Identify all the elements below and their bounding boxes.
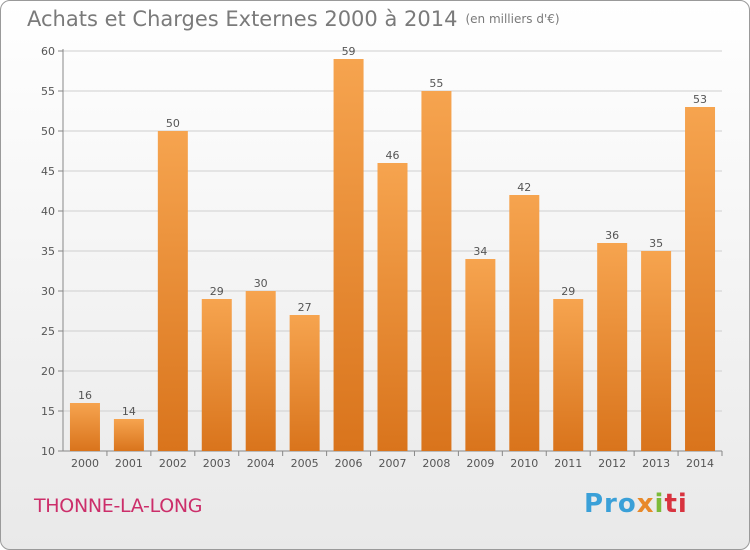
logo-part-4: ti: [664, 489, 688, 519]
x-tick-label-2007: 2007: [379, 457, 407, 470]
bar-2011: [553, 299, 584, 451]
y-tick-label: 25: [41, 325, 55, 338]
y-tick-label: 55: [41, 85, 55, 98]
logo-part-2: x: [636, 489, 655, 519]
x-tick-label-2013: 2013: [642, 457, 670, 470]
bar-2003: [201, 299, 232, 451]
value-label-2000: 16: [78, 389, 92, 402]
bar-2012: [597, 243, 628, 451]
value-label-2004: 30: [254, 277, 268, 290]
x-tick-labels: 2000 2001 2002 2003 2004 2005 2006 2007 2008 2009…: [71, 457, 714, 470]
value-label-2014: 53: [693, 93, 707, 106]
data-labels: 16 14 50 29 30 27 59 46 55 34 42 29 36 35 53: [78, 45, 707, 418]
x-tick-label-2014: 2014: [686, 457, 714, 470]
bar-2009: [465, 259, 496, 451]
value-label-2003: 29: [210, 285, 224, 298]
bar-2005: [289, 315, 320, 451]
bar-2007: [377, 163, 408, 451]
location-name: THONNE-LA-LONG: [34, 495, 203, 517]
chart-title-line: Achats et Charges Externes 2000 à 2014 (e…: [27, 7, 560, 31]
y-tick-label: 20: [41, 365, 55, 378]
x-tick-label-2002: 2002: [159, 457, 187, 470]
y-tick-label: 60: [41, 45, 55, 58]
bar-2010: [509, 195, 540, 451]
y-tick-label: 15: [41, 405, 55, 418]
bar-2006: [333, 59, 364, 451]
x-tick-label-2012: 2012: [598, 457, 626, 470]
x-tick-label-2003: 2003: [203, 457, 231, 470]
bars: [69, 59, 716, 451]
y-tick-label: 30: [41, 285, 55, 298]
chart-title: Achats et Charges Externes 2000 à 2014: [27, 7, 458, 31]
chart-subtitle: (en milliers d'€): [465, 12, 560, 26]
value-label-2011: 29: [561, 285, 575, 298]
value-label-2008: 55: [429, 77, 443, 90]
value-label-2002: 50: [166, 117, 180, 130]
y-tick-label: 35: [41, 245, 55, 258]
y-tick-label: 50: [41, 125, 55, 138]
x-tick-label-2006: 2006: [335, 457, 363, 470]
x-tick-label-2000: 2000: [71, 457, 99, 470]
value-label-2013: 35: [649, 237, 663, 250]
bar-2001: [113, 419, 144, 451]
x-tick-label-2010: 2010: [510, 457, 538, 470]
bar-2002: [157, 131, 188, 451]
value-label-2007: 46: [386, 149, 400, 162]
logo-part-3: i: [654, 489, 665, 519]
value-label-2006: 59: [342, 45, 356, 58]
y-tick-label: 45: [41, 165, 55, 178]
x-tick-label-2004: 2004: [247, 457, 275, 470]
logo-part-1: Pro: [584, 489, 637, 519]
value-label-2012: 36: [605, 229, 619, 242]
value-label-2010: 42: [517, 181, 531, 194]
bar-2013: [641, 251, 672, 451]
bar-2014: [685, 107, 716, 451]
x-tick-label-2001: 2001: [115, 457, 143, 470]
y-tick-label: 40: [41, 205, 55, 218]
y-tick-label: 10: [41, 445, 55, 458]
x-tick-label-2011: 2011: [554, 457, 582, 470]
proxiti-logo: Proxiti: [584, 489, 688, 519]
value-label-2001: 14: [122, 405, 136, 418]
x-tick-label-2005: 2005: [291, 457, 319, 470]
y-tick-labels: 10 15 20 25 30 35 40 45 50 55 60: [41, 45, 55, 458]
bar-2004: [245, 291, 276, 451]
value-label-2009: 34: [473, 245, 487, 258]
bar-2008: [421, 91, 452, 451]
bar-2000: [69, 403, 100, 451]
x-tick-label-2009: 2009: [466, 457, 494, 470]
value-label-2005: 27: [298, 301, 312, 314]
x-tick-label-2008: 2008: [422, 457, 450, 470]
